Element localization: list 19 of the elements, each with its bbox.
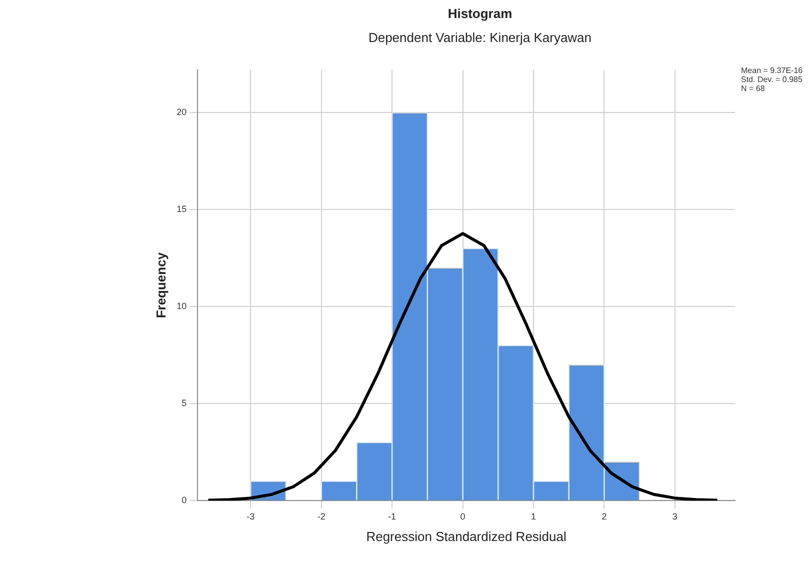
x-tick-label: 1 bbox=[530, 511, 536, 522]
y-tick-label: 0 bbox=[182, 495, 187, 506]
x-tick-label: 3 bbox=[672, 511, 678, 522]
y-tick-label: 10 bbox=[176, 301, 187, 312]
y-tick-label: 5 bbox=[182, 398, 187, 408]
x-tick-label: -1 bbox=[388, 511, 396, 522]
x-tick-label: -2 bbox=[317, 511, 326, 522]
chart-subtitle: Dependent Variable: Kinerja Karyawan bbox=[367, 30, 593, 45]
x-tick-label: -3 bbox=[246, 511, 255, 522]
chart-title: Histogram bbox=[446, 6, 514, 21]
text: Std. Dev. = 0.985 bbox=[741, 75, 803, 84]
x-axis-title: Regression Standardized Residual bbox=[366, 528, 566, 544]
y-tick-label: 20 bbox=[176, 107, 187, 118]
x-tick-label: 2 bbox=[602, 511, 607, 522]
text: N = 68 bbox=[741, 84, 766, 93]
x-tick-label: 0 bbox=[460, 511, 466, 522]
text: Mean = 9.37E-16 bbox=[741, 66, 803, 75]
y-tick-label: 15 bbox=[176, 204, 187, 214]
y-axis-title: Frequency bbox=[153, 252, 168, 318]
